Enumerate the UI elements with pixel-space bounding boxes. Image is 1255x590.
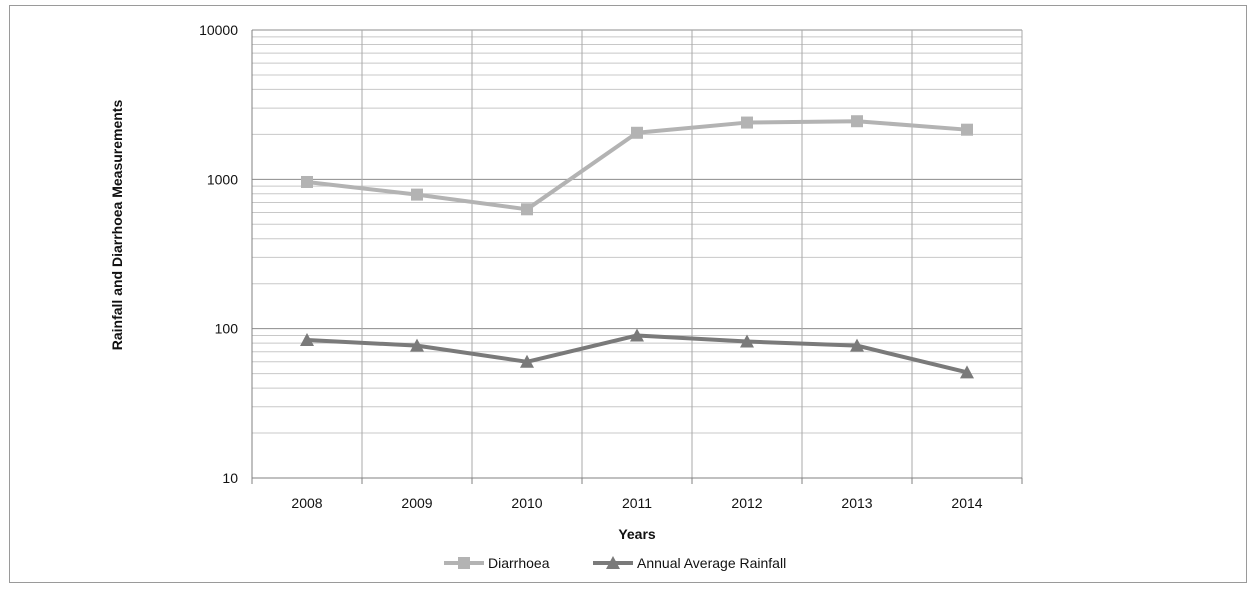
data-point-diarrhoea <box>741 116 753 129</box>
data-point-annual-average-rainfall <box>300 332 314 346</box>
legend-marker-square <box>458 557 470 569</box>
data-point-diarrhoea <box>521 203 533 216</box>
data-point-annual-average-rainfall <box>960 365 974 379</box>
series-layer <box>300 115 974 379</box>
y-tick-label: 10 <box>222 470 238 486</box>
data-point-diarrhoea <box>301 175 313 188</box>
legend: Diarrhoea Annual Average Rainfall <box>444 555 786 571</box>
data-point-diarrhoea <box>961 123 973 136</box>
x-tick-label: 2011 <box>622 495 652 511</box>
x-tick-label: 2010 <box>511 495 542 511</box>
x-tick-label: 2008 <box>291 495 322 511</box>
x-tick-label: 2013 <box>841 495 872 511</box>
legend-item-annual-average-rainfall: Annual Average Rainfall <box>593 555 786 571</box>
legend-label-annual-average-rainfall: Annual Average Rainfall <box>637 555 786 571</box>
data-point-diarrhoea <box>631 126 643 139</box>
legend-item-diarrhoea: Diarrhoea <box>444 555 550 571</box>
data-point-annual-average-rainfall <box>850 338 864 352</box>
data-point-diarrhoea <box>851 115 863 128</box>
label-layer: 10 100 1000 10000 2008 2009 2010 2011 2012 2013 20… <box>199 22 983 511</box>
data-point-annual-average-rainfall <box>520 354 534 368</box>
data-point-annual-average-rainfall <box>740 334 754 348</box>
grid-layer <box>251 29 1023 479</box>
x-tick-label: 2012 <box>731 495 762 511</box>
y-tick-label: 1000 <box>207 171 238 187</box>
data-point-annual-average-rainfall <box>410 338 424 352</box>
y-axis-title: Rainfall and Diarrhoea Measurements <box>109 100 125 351</box>
x-tick-label: 2009 <box>401 495 432 511</box>
x-axis-title: Years <box>618 526 656 542</box>
chart-frame <box>9 5 1247 583</box>
data-point-annual-average-rainfall <box>630 328 644 342</box>
legend-label-diarrhoea: Diarrhoea <box>488 555 550 571</box>
y-tick-label: 10000 <box>199 22 238 38</box>
data-point-diarrhoea <box>411 188 423 201</box>
y-tick-label: 100 <box>215 321 239 337</box>
x-tick-label: 2014 <box>951 495 982 511</box>
axis-layer <box>251 30 1023 484</box>
legend-marker-triangle <box>606 556 620 569</box>
